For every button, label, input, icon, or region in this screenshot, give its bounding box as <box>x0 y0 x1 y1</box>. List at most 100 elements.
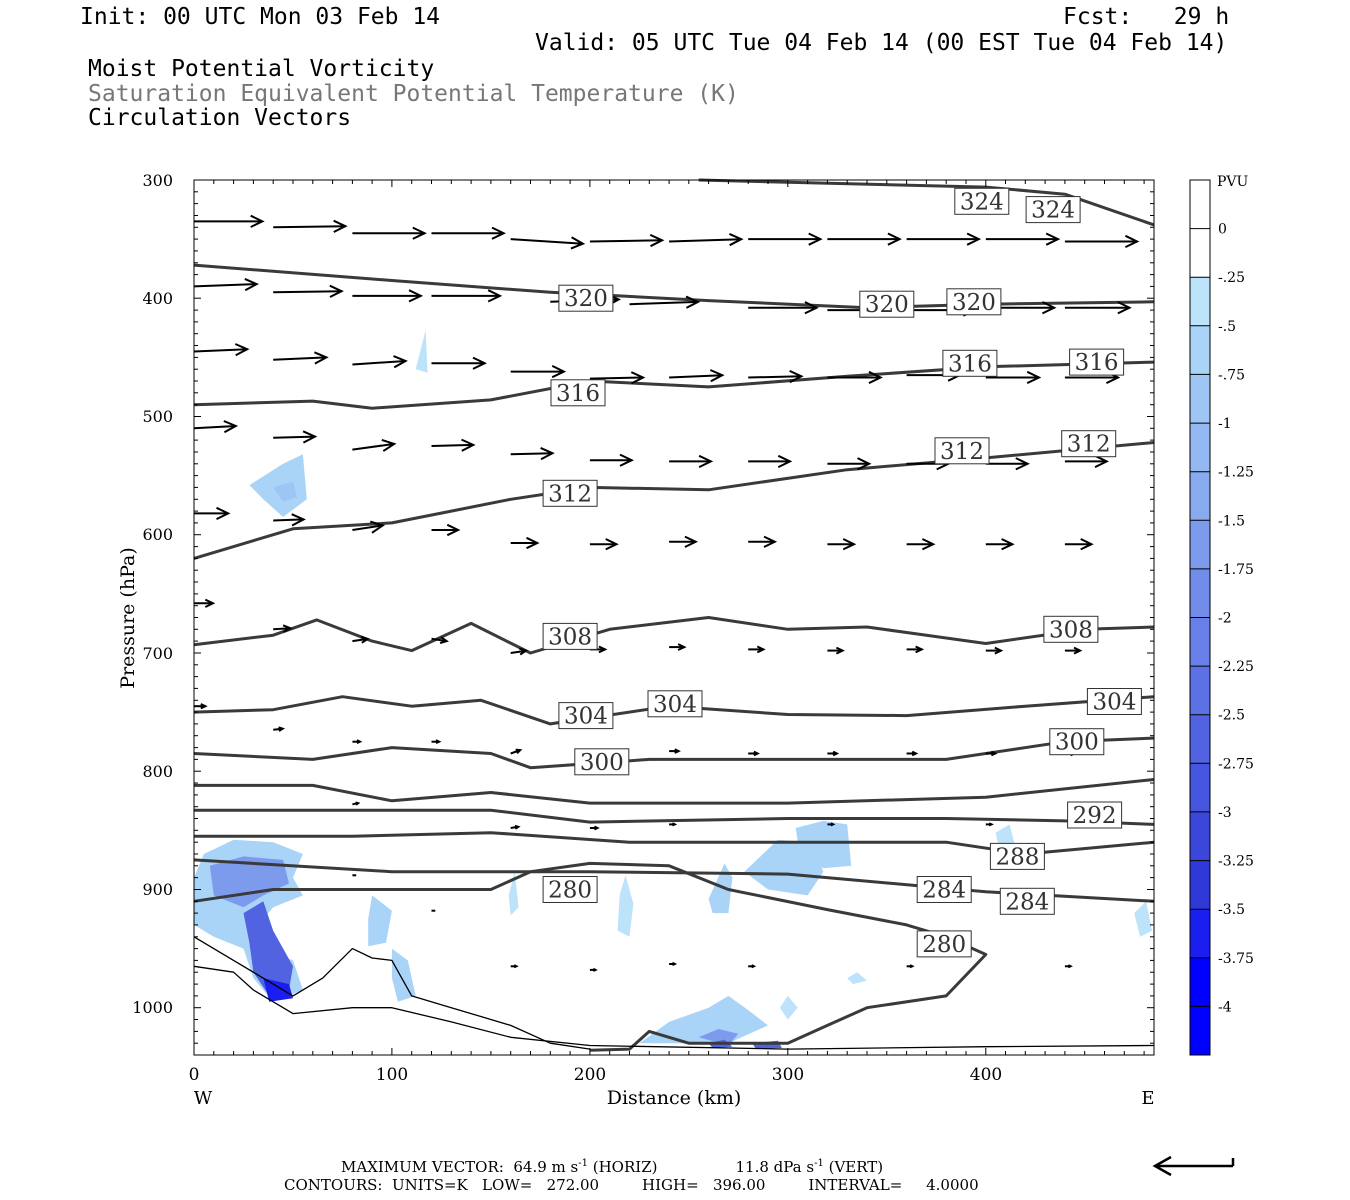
vector-53 <box>669 535 699 548</box>
contour-label-304-13: 304 <box>558 702 614 730</box>
vector-33 <box>985 370 1042 385</box>
contour-316-2 <box>193 360 1155 410</box>
vector-17 <box>629 295 701 309</box>
vector-59 <box>194 598 216 608</box>
svg-text:312: 312 <box>548 481 592 507</box>
vector-30 <box>748 369 804 384</box>
vector-48 <box>273 513 306 527</box>
x-tick-300: 300 <box>772 1065 804 1085</box>
pv-area-21 <box>847 972 867 985</box>
vector-73 <box>352 739 363 745</box>
colorbar-label-10: -2.5 <box>1218 708 1245 724</box>
vector-92 <box>669 961 678 967</box>
colorbar-swatch-3 <box>1190 325 1210 375</box>
colorbar-swatch-1 <box>1190 228 1210 278</box>
pv-area-9 <box>508 871 519 916</box>
svg-text:284: 284 <box>1005 889 1049 915</box>
vector-6 <box>669 232 744 247</box>
pv-area-20 <box>779 995 798 1020</box>
colorbar-swatch-4 <box>1190 374 1210 424</box>
pv-colorbar: 0 -.25 -.5 -.75 -1 -1.25 -1.5 -1.75 -2 -2.25 -2.5 -… <box>1189 179 1254 1056</box>
contour-label-300-17: 300 <box>1049 728 1105 756</box>
vector-86 <box>827 822 836 827</box>
colorbar-label-6: -1.5 <box>1218 513 1245 529</box>
x-axis-label: Distance (km) <box>607 1087 742 1109</box>
vector-85 <box>669 822 678 827</box>
colorbar-label-4: -1 <box>1218 416 1232 432</box>
pv-area-7 <box>368 895 392 947</box>
vector-72 <box>273 726 286 732</box>
vector-54 <box>748 535 778 548</box>
colorbar-swatch-6 <box>1190 471 1210 521</box>
contour-292-8 <box>194 808 1155 826</box>
vector-69 <box>985 646 1004 655</box>
vector-50 <box>431 523 461 537</box>
vector-57 <box>985 538 1015 551</box>
vector-52 <box>589 538 619 551</box>
axis-layer <box>193 179 1154 1056</box>
vector-8 <box>827 232 902 246</box>
colorbar-label-1: -.25 <box>1218 270 1245 286</box>
vector-78 <box>827 750 840 757</box>
vector-26 <box>431 356 487 370</box>
vector-47 <box>194 506 231 520</box>
field-title-3: Circulation Vectors <box>88 105 352 131</box>
vector-55 <box>827 538 857 551</box>
pv-area-11 <box>708 863 733 914</box>
pv-area-5 <box>273 481 297 502</box>
colorbar-label-5: -1.25 <box>1218 465 1254 481</box>
contour-layer <box>193 178 1155 1052</box>
contour-label-284-20: 284 <box>916 876 972 904</box>
west-label: W <box>194 1088 213 1109</box>
pv-area-3 <box>263 978 293 1002</box>
y-tick-700: 700 <box>142 644 173 663</box>
contour-info-line: CONTOURS: UNITS=K LOW= 272.00 HIGH= 396.… <box>284 1176 979 1194</box>
vector-37 <box>352 438 397 452</box>
y-tick-1000: 1000 <box>132 998 173 1017</box>
colorbar-swatch-2 <box>1190 277 1210 327</box>
colorbar-swatch-16 <box>1190 957 1210 1007</box>
contour-label-308-11: 308 <box>542 622 598 650</box>
colorbar-swatch-9 <box>1190 617 1210 667</box>
vector-24 <box>273 351 329 365</box>
pv-area-16 <box>639 995 768 1044</box>
pv-area-15 <box>1134 901 1152 937</box>
contour-label-312-10: 312 <box>1061 430 1117 458</box>
vector-95 <box>1064 964 1073 969</box>
vector-77 <box>748 750 760 757</box>
contour-label-324-0: 324 <box>954 187 1010 215</box>
colorbar-label-14: -3.5 <box>1218 902 1245 918</box>
x-tick-400: 400 <box>970 1065 1002 1085</box>
contour-296-7 <box>194 778 1155 805</box>
east-label: E <box>1141 1088 1154 1109</box>
svg-text:280: 280 <box>922 932 966 958</box>
svg-text:320: 320 <box>564 286 608 312</box>
contour-label-316-6: 316 <box>942 349 998 377</box>
svg-text:304: 304 <box>653 692 697 718</box>
vector-10 <box>985 232 1061 246</box>
contour-label-312-9: 312 <box>934 437 990 465</box>
svg-text:316: 316 <box>556 381 600 407</box>
colorbar-swatch-11 <box>1190 714 1210 764</box>
vector-75 <box>510 748 523 755</box>
svg-text:292: 292 <box>1073 803 1117 829</box>
vector-83 <box>510 824 521 830</box>
contour-label-320-3: 320 <box>859 290 915 318</box>
y-tick-400: 400 <box>142 289 173 308</box>
vector-0 <box>194 214 265 228</box>
y-tick-500: 500 <box>142 407 173 426</box>
pv-area-2 <box>243 901 293 996</box>
field-title-1: Moist Potential Vorticity <box>88 56 435 82</box>
svg-text:312: 312 <box>1067 432 1111 458</box>
vector-87 <box>985 822 994 827</box>
vector-63 <box>510 647 529 656</box>
vector-38 <box>431 438 476 452</box>
svg-text:324: 324 <box>960 189 1004 215</box>
contour-label-304-15: 304 <box>1086 688 1142 716</box>
valid-time: Valid: 05 UTC Tue 04 Feb 14 (00 EST Tue … <box>535 30 1228 56</box>
contour-label-280-22: 280 <box>542 876 598 904</box>
colorbar-swatch-15 <box>1190 909 1210 959</box>
colorbar-label-16: -4 <box>1218 999 1232 1015</box>
svg-text:324: 324 <box>1031 198 1075 224</box>
pv-area-4 <box>249 454 307 517</box>
